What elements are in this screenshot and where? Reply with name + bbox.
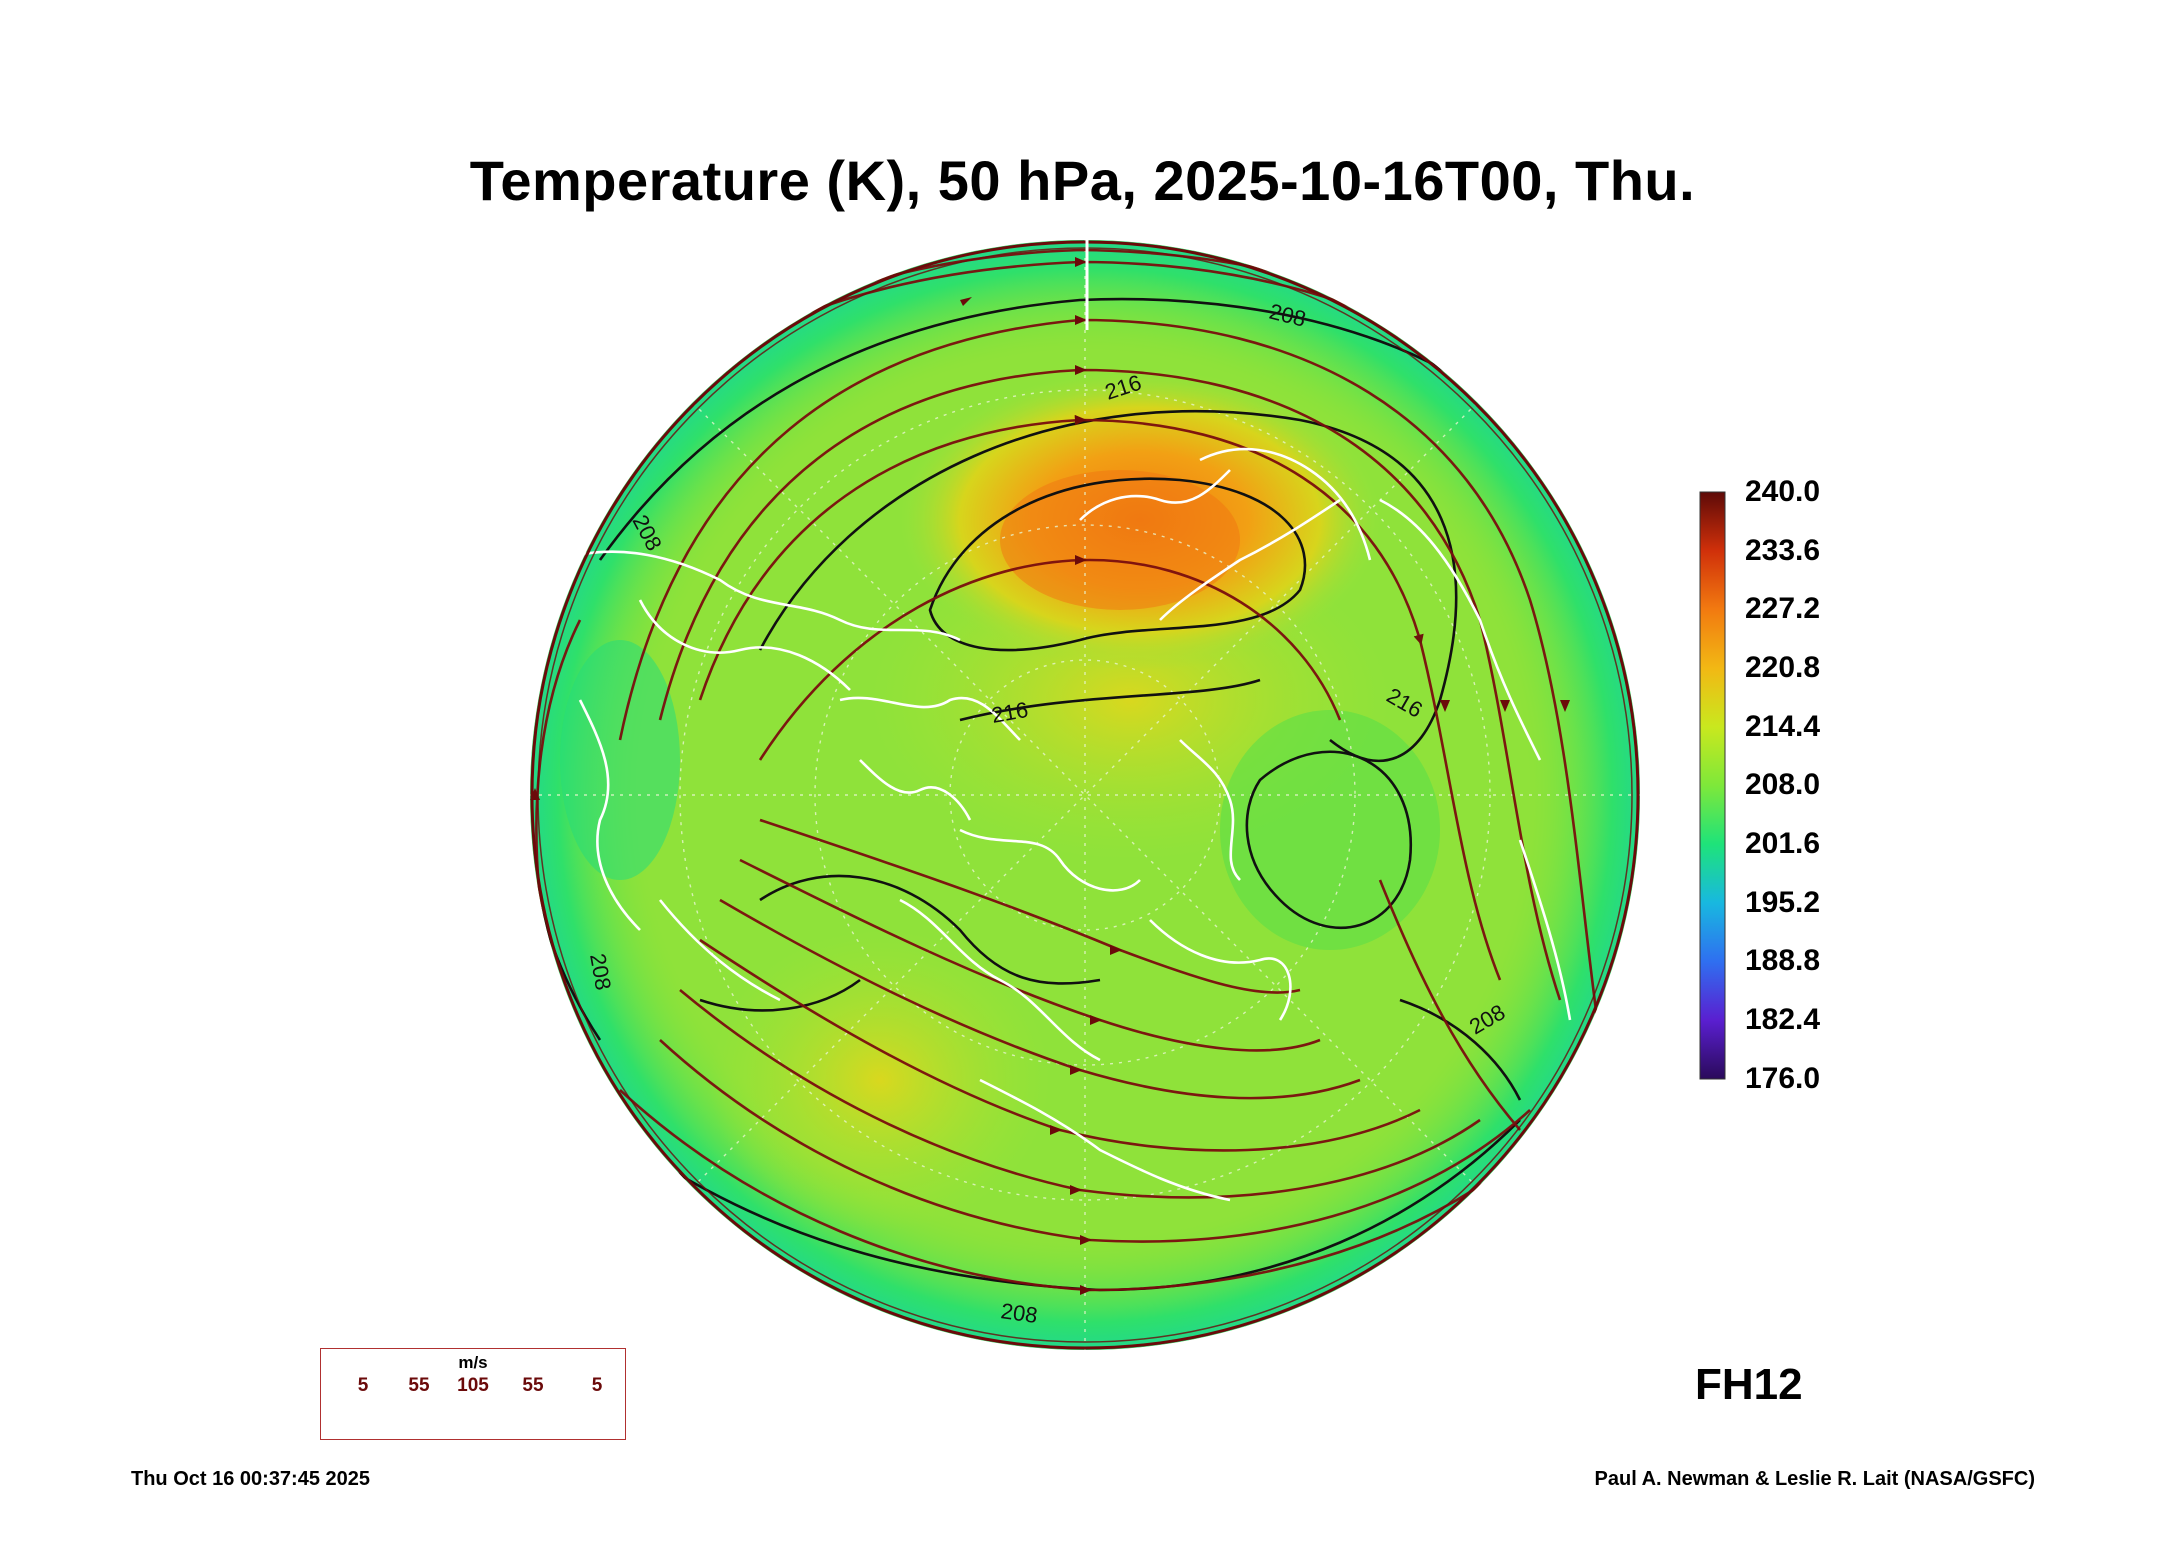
generation-timestamp: Thu Oct 16 00:37:45 2025 [131, 1468, 371, 1490]
colorbar-tick: 176.0 [1745, 1062, 1821, 1095]
colorbar-tick: 195.2 [1745, 886, 1821, 919]
credit-line: Paul A. Newman & Leslie R. Lait (NASA/GS… [1594, 1468, 2035, 1490]
streamline-arrows [530, 257, 1570, 1295]
colorbar-tick: 208.0 [1745, 768, 1821, 801]
contour-label: 208 [999, 1298, 1039, 1328]
wind-speed-value: 55 [522, 1375, 544, 1396]
colorbar-tick: 227.2 [1745, 592, 1821, 625]
map-title: Temperature (K), 50 hPa, 2025-10-16T00, … [469, 149, 1696, 212]
colorbar-tick: 201.6 [1745, 827, 1821, 860]
colorbar-tick: 240.0 [1745, 475, 1821, 508]
colorbar-tick: 188.8 [1745, 944, 1821, 977]
wind-speed-value: 55 [408, 1375, 430, 1396]
wind-speed-value: 5 [357, 1375, 369, 1396]
coastlines [559, 447, 1572, 1202]
colorbar-tick: 214.4 [1745, 710, 1821, 743]
colorbar-tick: 182.4 [1745, 1003, 1821, 1036]
colorbar-tick: 220.8 [1745, 651, 1821, 684]
wind-speed-value: 105 [457, 1375, 489, 1396]
forecast-hour-label: FH12 [1695, 1360, 1803, 1409]
colorbar-tick: 233.6 [1745, 534, 1821, 567]
colorbar [1699, 491, 1726, 1080]
wind-unit-label: m/s [458, 1353, 488, 1372]
wind-speed-legend: m/s 5 55 105 55 5 [320, 1348, 626, 1440]
map-disc [530, 236, 1640, 1350]
wind-speed-value: 5 [591, 1375, 603, 1396]
